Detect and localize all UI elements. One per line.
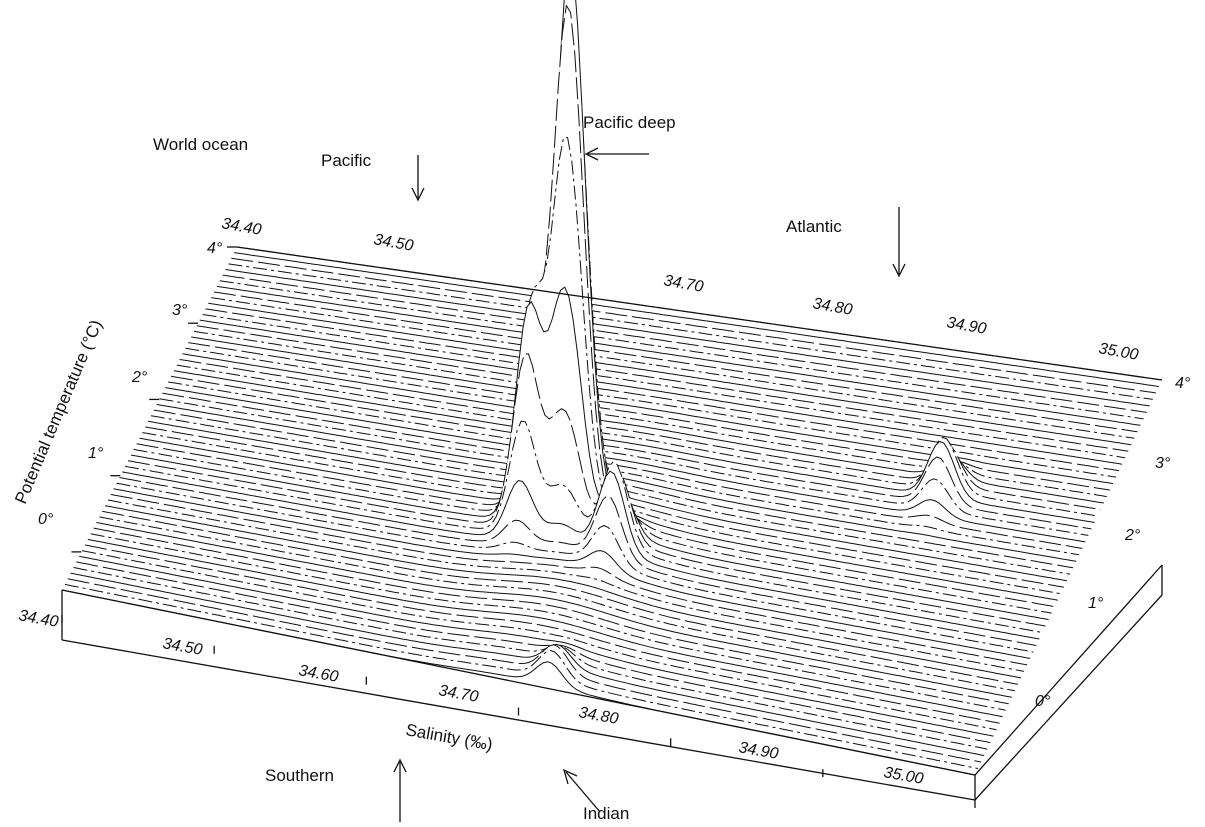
temperature-trace — [104, 505, 1022, 679]
y-tick-label: 3° — [172, 302, 188, 319]
trace-mask — [199, 320, 1123, 467]
temperature-trace — [87, 538, 1003, 718]
temperature-trace — [234, 252, 1159, 387]
chart-title: World ocean — [153, 135, 248, 154]
atlantic-arrow — [892, 207, 906, 278]
y-axis-label: Potential temperature (°C) — [11, 317, 106, 506]
annotation-pacific: Pacific — [321, 151, 372, 170]
back-x-tick-label: 35.00 — [1097, 340, 1139, 364]
trace-mask — [214, 292, 1138, 434]
trace-mask — [205, 308, 1129, 454]
back-x-tick-label: 34.40 — [220, 215, 262, 239]
temperature-trace — [168, 381, 1089, 536]
temperature-trace — [170, 375, 1092, 530]
trace-mask — [216, 286, 1141, 428]
temperature-trace — [205, 308, 1129, 452]
y-tick-label: 0° — [38, 511, 54, 528]
trace-mask — [176, 365, 1098, 518]
temperature-trace — [173, 370, 1095, 523]
southern-arrow — [393, 758, 407, 822]
temperature-trace — [216, 285, 1141, 426]
x-tick-label: 34.90 — [737, 739, 779, 763]
temperature-trace — [208, 302, 1132, 446]
temperature-trace — [130, 286, 1049, 621]
temperature-trace — [81, 550, 997, 731]
surface-traces — [61, 0, 1163, 777]
right-y-tick-label: 0° — [1035, 693, 1051, 710]
back-x-tick-label: 34.70 — [662, 272, 704, 296]
temperature-trace — [176, 364, 1098, 517]
temperature-trace — [96, 522, 1012, 698]
temperature-trace — [219, 280, 1144, 420]
temperature-trace — [211, 297, 1135, 439]
annotation-indian: Indian — [583, 804, 629, 823]
trace-mask — [173, 370, 1095, 525]
back-x-tick-label: 34.80 — [811, 295, 853, 319]
temperature-trace — [193, 330, 1117, 478]
y-tick-label: 1° — [88, 445, 104, 462]
x-tick-label: 34.40 — [17, 607, 59, 631]
temperature-trace — [228, 263, 1153, 400]
temperature-trace — [67, 578, 982, 763]
x-axis-label: Salinity (‰) — [404, 720, 494, 754]
x-tick-label: 35.00 — [882, 764, 924, 788]
temperature-trace — [202, 314, 1126, 459]
temperature-trace — [196, 325, 1120, 472]
bottom-right-edge — [974, 594, 1163, 801]
right-y-tick-label: 3° — [1155, 455, 1171, 472]
tick-marks — [61, 246, 976, 808]
temperature-trace — [225, 269, 1150, 407]
x-tick-label: 34.60 — [297, 662, 339, 686]
annotation-arrows — [393, 147, 906, 822]
back-x-tick-label: 34.90 — [945, 314, 987, 338]
pacific-arrow — [411, 155, 425, 202]
x-tick-label: 34.50 — [161, 635, 203, 659]
temperature-trace — [165, 387, 1086, 543]
trace-mask — [168, 382, 1089, 538]
temperature-trace — [162, 392, 1083, 549]
temperature-trace — [191, 336, 1114, 485]
annotation-southern: Southern — [265, 766, 334, 785]
temperature-trace — [222, 274, 1147, 413]
temperature-trace — [127, 353, 1046, 627]
x-tick-label: 34.80 — [577, 704, 619, 728]
annotation-atlantic: Atlantic — [786, 217, 842, 236]
right-y-tick-label: 2° — [1124, 527, 1141, 544]
trace-mask — [225, 269, 1150, 408]
y-tick-label: 2° — [131, 369, 148, 386]
temperature-trace — [125, 420, 1043, 633]
back-x-tick-label: 34.50 — [372, 231, 414, 255]
trace-mask — [208, 303, 1132, 447]
back-edge — [236, 246, 1163, 381]
temperature-trace — [110, 493, 1028, 666]
trace-mask — [191, 337, 1114, 486]
x-tick-label: 34.70 — [437, 682, 479, 706]
pacific-deep-arrow — [584, 147, 649, 161]
trace-mask — [222, 275, 1147, 415]
temperature-trace — [199, 319, 1123, 465]
right-y-tick-label: 4° — [1175, 375, 1191, 392]
indian-arrow — [562, 768, 601, 813]
right-y-tick-label: 1° — [1088, 595, 1104, 612]
temperature-trace — [231, 257, 1156, 394]
y-tick-label: 4° — [207, 240, 223, 257]
annotation-pacific-deep: Pacific deep — [583, 113, 676, 132]
temperature-trace — [213, 291, 1138, 433]
